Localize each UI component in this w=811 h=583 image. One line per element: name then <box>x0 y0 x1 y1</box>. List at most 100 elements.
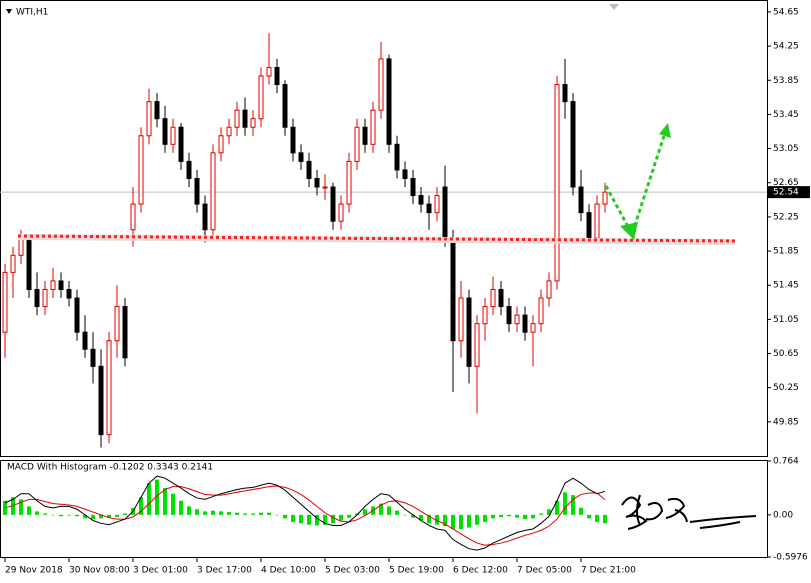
candle-body <box>330 186 336 222</box>
y-tick-label: 50.25 <box>773 383 799 393</box>
candle-body <box>194 177 200 205</box>
candle-body <box>266 66 272 77</box>
y-tick-label: -0.5976 <box>773 553 808 563</box>
histogram-bar <box>35 511 39 515</box>
candle-body <box>290 126 296 154</box>
histogram-bar <box>523 514 527 520</box>
candle-body <box>106 340 112 436</box>
candle-body <box>578 186 584 214</box>
candle-body <box>530 323 536 333</box>
histogram-bar <box>595 514 599 522</box>
x-tick-label: 30 Nov 08:00 <box>69 566 130 576</box>
y-tick-label: 50.65 <box>773 349 799 359</box>
histogram-bar <box>115 514 119 517</box>
candle-body <box>10 254 16 273</box>
histogram-bar <box>571 495 575 515</box>
histogram-bar <box>267 512 271 515</box>
histogram-bar <box>107 514 111 518</box>
candle-body <box>322 186 328 189</box>
candle-body <box>218 135 224 154</box>
histogram-bar <box>403 514 407 516</box>
candle-body <box>554 84 560 282</box>
candle-body <box>250 118 256 128</box>
histogram-bar <box>27 506 31 515</box>
candle-body <box>426 203 432 214</box>
histogram-bar <box>187 506 191 515</box>
y-tick-label: 54.25 <box>773 42 799 52</box>
x-tick-label: 29 Nov 2018 <box>5 566 63 576</box>
histogram-bar <box>603 514 607 524</box>
histogram-bar <box>515 514 519 518</box>
current-price-label: 52.54 <box>773 188 799 198</box>
signal-line <box>4 485 606 546</box>
candle-body <box>506 306 512 325</box>
histogram-bar <box>203 511 207 515</box>
histogram-bar <box>531 514 535 519</box>
candle-body <box>130 203 136 231</box>
candle-body <box>314 177 320 188</box>
y-tick-label: 53.85 <box>773 76 799 86</box>
histogram-bar <box>435 514 439 525</box>
candle-body <box>386 58 392 145</box>
histogram-bar <box>211 510 215 515</box>
candle-body <box>178 126 184 162</box>
candle-body <box>234 109 240 128</box>
y-tick-label: 51.85 <box>773 247 799 257</box>
menu-arrow[interactable] <box>6 9 12 14</box>
histogram-bar <box>139 497 143 515</box>
candle-body <box>442 186 448 239</box>
candle-body <box>562 84 568 103</box>
histogram-bar <box>99 514 103 519</box>
histogram-bar <box>291 514 295 522</box>
arrow-head <box>659 123 671 138</box>
candle-body <box>162 118 168 145</box>
candle-body <box>258 75 264 120</box>
candle-body <box>58 280 64 290</box>
candle-body <box>338 203 344 222</box>
candle-body <box>226 126 232 137</box>
candle-body <box>354 126 360 162</box>
candle-body <box>82 331 88 350</box>
y-tick-label: 51.05 <box>773 315 799 325</box>
histogram-bar <box>587 514 591 519</box>
candle-body <box>370 109 376 145</box>
candle-body <box>26 237 32 290</box>
candle-body <box>242 109 248 128</box>
candle-body <box>362 126 368 145</box>
histogram-bar <box>507 514 511 517</box>
main-line <box>4 475 606 551</box>
candle-body <box>586 212 592 239</box>
candle-body <box>186 160 192 179</box>
histogram-bar <box>411 514 415 518</box>
candle-body <box>50 280 56 290</box>
candle-body <box>378 58 384 111</box>
histogram-bar <box>563 492 567 515</box>
histogram-bar <box>443 514 447 527</box>
x-tick-label: 7 Dec 05:00 <box>517 566 572 576</box>
candle-body <box>418 195 424 205</box>
histogram-bar <box>75 514 79 517</box>
histogram-bar <box>539 513 543 515</box>
histogram-bar <box>43 513 47 515</box>
histogram-bar <box>395 510 399 515</box>
candle-body <box>602 191 608 205</box>
candle-body <box>498 288 504 308</box>
candle-body <box>122 306 128 359</box>
y-tick-label: 53.45 <box>773 110 799 120</box>
y-tick-label: 53.05 <box>773 144 799 154</box>
y-tick-label: 0.00 <box>773 510 793 520</box>
histogram-bar <box>163 488 167 515</box>
candle-body <box>474 323 480 367</box>
histogram-bar <box>67 514 71 516</box>
histogram-bar <box>339 514 343 521</box>
candle-body <box>458 297 464 342</box>
x-tick-label: 7 Dec 21:00 <box>581 566 636 576</box>
histogram-bar <box>347 514 351 518</box>
histogram-bar <box>579 507 583 515</box>
histogram-bar <box>235 512 239 515</box>
x-tick-label: 5 Dec 03:00 <box>325 566 380 576</box>
candle-body <box>138 135 144 205</box>
x-tick-label: 3 Dec 17:00 <box>197 566 252 576</box>
